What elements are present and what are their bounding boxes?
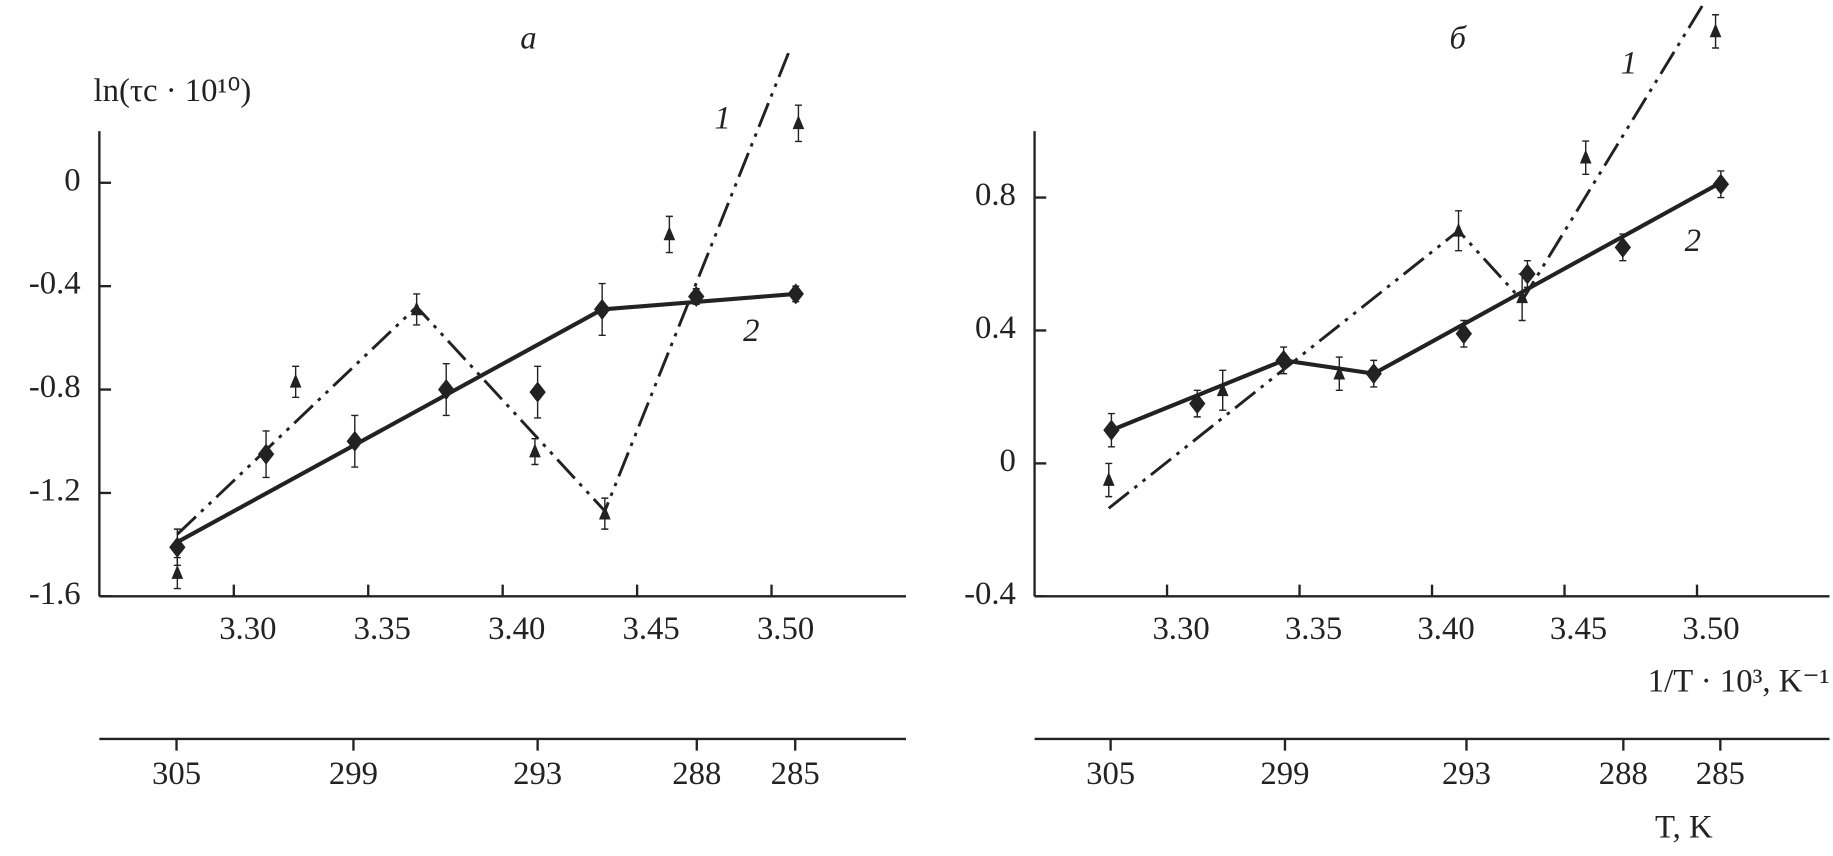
data-point [529, 443, 541, 458]
data-point [593, 298, 611, 320]
data-point [1333, 365, 1346, 380]
x-tick-label: 3.40 [488, 611, 545, 647]
data-point [1516, 289, 1528, 304]
fit-line [1110, 180, 1722, 433]
data-point [438, 379, 455, 401]
x2-tick-label: 285 [1696, 756, 1745, 792]
data-point [1365, 363, 1382, 385]
data-point [1275, 349, 1292, 371]
data-point [1216, 382, 1229, 397]
x-tick-label: 3.50 [1682, 611, 1739, 647]
fit-line [176, 47, 792, 536]
x2-tick-label: 305 [152, 756, 201, 792]
data-point [1519, 263, 1536, 285]
data-point [1579, 149, 1592, 164]
data-point [346, 430, 363, 452]
data-point [598, 505, 611, 520]
data-point [289, 373, 302, 388]
x-tick-label: 3.50 [757, 611, 814, 647]
y-tick-label: 0.4 [975, 310, 1016, 346]
data-point [1614, 236, 1631, 258]
x2-tick-label: 288 [672, 756, 721, 792]
data-point [1455, 323, 1473, 345]
y-tick-label: -0.8 [29, 369, 81, 405]
y-tick-label: -0.4 [964, 576, 1016, 612]
x2-tick-label: 299 [329, 756, 378, 792]
data-point [1189, 393, 1206, 415]
y-axis-label: ln(τc · 10¹⁰) [94, 73, 252, 109]
x2-tick-label: 288 [1599, 756, 1648, 792]
y-tick-label: -1.6 [29, 576, 81, 612]
x2-axis-label: T, K [1655, 810, 1713, 846]
data-point [1102, 471, 1115, 486]
data-point [1712, 173, 1730, 195]
data-point [171, 564, 184, 579]
x2-tick-label: 285 [771, 756, 820, 792]
x-tick-label: 3.35 [354, 611, 411, 647]
y-tick-label: 0.8 [975, 177, 1016, 213]
fit-line [176, 291, 796, 544]
data-point [1709, 23, 1722, 38]
chart-title: б [1450, 21, 1468, 57]
data-point [787, 283, 804, 305]
curve-label: 2 [1685, 223, 1701, 259]
x-tick-label: 3.45 [1550, 611, 1607, 647]
data-point [1452, 222, 1465, 237]
y-tick-label: -0.4 [29, 266, 81, 302]
x2-tick-label: 293 [1442, 756, 1491, 792]
x-tick-label: 3.30 [1152, 611, 1209, 647]
x-tick-label: 3.30 [219, 611, 276, 647]
data-point [1103, 419, 1120, 441]
data-point [410, 301, 423, 316]
x-tick-label: 3.40 [1417, 611, 1474, 647]
data-point [529, 381, 546, 403]
x2-tick-label: 305 [1086, 756, 1135, 792]
data-point [792, 115, 805, 130]
curve-label: 2 [743, 313, 759, 349]
x-tick-label: 3.35 [1285, 611, 1342, 647]
y-tick-label: 0 [1000, 443, 1016, 479]
x-axis-label: 1/T · 10³, K⁻¹ [1648, 664, 1830, 700]
x2-tick-label: 299 [1260, 756, 1309, 792]
curve-label: 1 [714, 100, 730, 136]
y-tick-label: 0 [64, 162, 80, 198]
x-tick-label: 3.45 [623, 611, 680, 647]
y-tick-label: -1.2 [29, 472, 81, 508]
data-point [663, 226, 676, 241]
fit-line [1107, 0, 1707, 510]
curve-label: 1 [1621, 45, 1637, 81]
chart-title: а [520, 21, 536, 57]
data-point [257, 443, 275, 465]
x2-tick-label: 293 [513, 756, 562, 792]
